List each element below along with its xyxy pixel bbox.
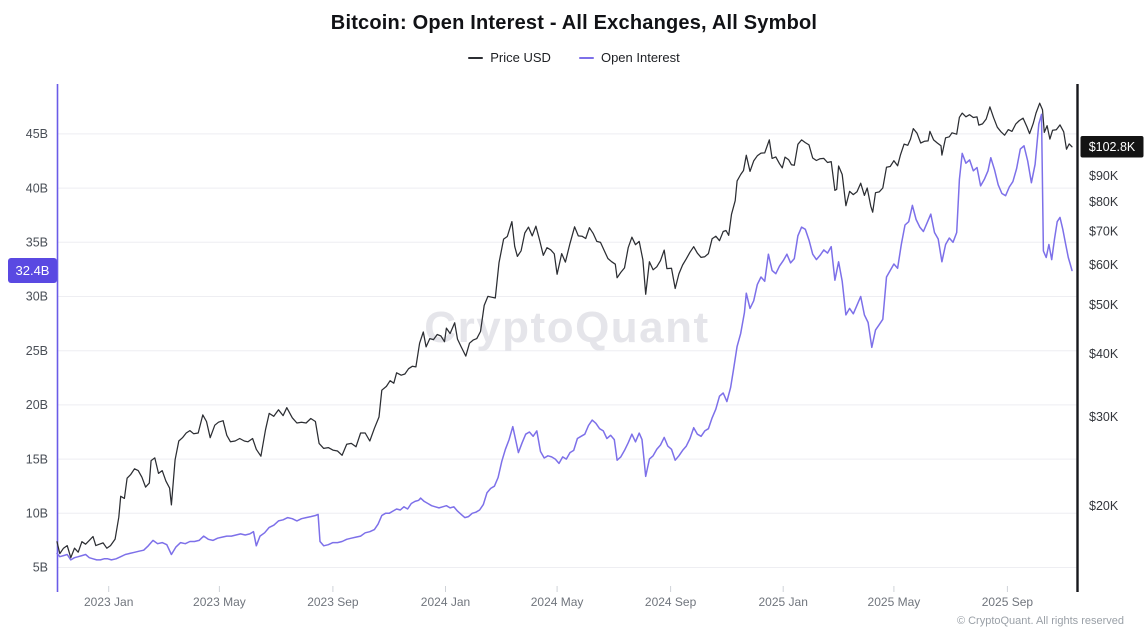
left-axis-label: 35B <box>26 236 48 250</box>
price-usd-line <box>56 102 1073 559</box>
left-axis-label: 25B <box>26 344 48 358</box>
right-axis-label: $30K <box>1089 410 1119 424</box>
x-axis-label: 2024 May <box>531 595 584 609</box>
legend-label: Open Interest <box>600 50 680 65</box>
legend-dash-icon <box>578 56 594 59</box>
left-axis-label: 45B <box>26 127 48 141</box>
legend-item-price-usd[interactable]: Price USD <box>468 50 551 65</box>
left-axis-label: 10B <box>26 507 48 521</box>
right-axis-label: $40K <box>1089 347 1119 361</box>
x-axis-label: 2023 Sep <box>307 595 359 609</box>
chart-title: Bitcoin: Open Interest - All Exchanges, … <box>330 12 818 34</box>
x-axis-label: 2025 Sep <box>982 595 1034 609</box>
left-axis-label: 20B <box>26 398 48 412</box>
right-axis-label: $70K <box>1089 224 1119 238</box>
open-interest-value-label: 32.4B <box>16 263 50 278</box>
right-axis-label: $20K <box>1089 499 1119 513</box>
price-value-label: $102.8K <box>1089 140 1136 154</box>
left-axis-label: 40B <box>26 181 48 195</box>
x-axis-label: 2023 May <box>193 595 246 609</box>
price-value-badge <box>1080 136 1144 158</box>
open-interest-line <box>56 113 1073 561</box>
x-axis-label: 2025 May <box>868 595 921 609</box>
legend-item-open-interest[interactable]: Open Interest <box>578 50 680 65</box>
watermark: CryptoQuant <box>424 303 709 352</box>
x-axis-label: 2023 Jan <box>84 595 133 609</box>
legend-dash-icon <box>468 56 484 59</box>
right-axis-label: $90K <box>1089 169 1119 183</box>
chart-legend: Price USD Open Interest <box>0 50 1148 65</box>
x-axis-label: 2024 Jan <box>421 595 470 609</box>
x-axis-label: 2025 Jan <box>759 595 808 609</box>
right-axis-label: $80K <box>1089 195 1119 209</box>
left-axis-label: 15B <box>26 452 48 466</box>
legend-label: Price USD <box>490 50 551 65</box>
open-interest-value-badge <box>8 258 57 283</box>
left-axis-label: 30B <box>26 290 48 304</box>
right-axis-label: $60K <box>1089 258 1119 272</box>
x-axis-label: 2024 Sep <box>645 595 697 609</box>
right-axis-label: $50K <box>1089 298 1119 312</box>
left-axis-label: 5B <box>33 561 48 575</box>
copyright-notice: © CryptoQuant. All rights reserved <box>956 615 1124 627</box>
